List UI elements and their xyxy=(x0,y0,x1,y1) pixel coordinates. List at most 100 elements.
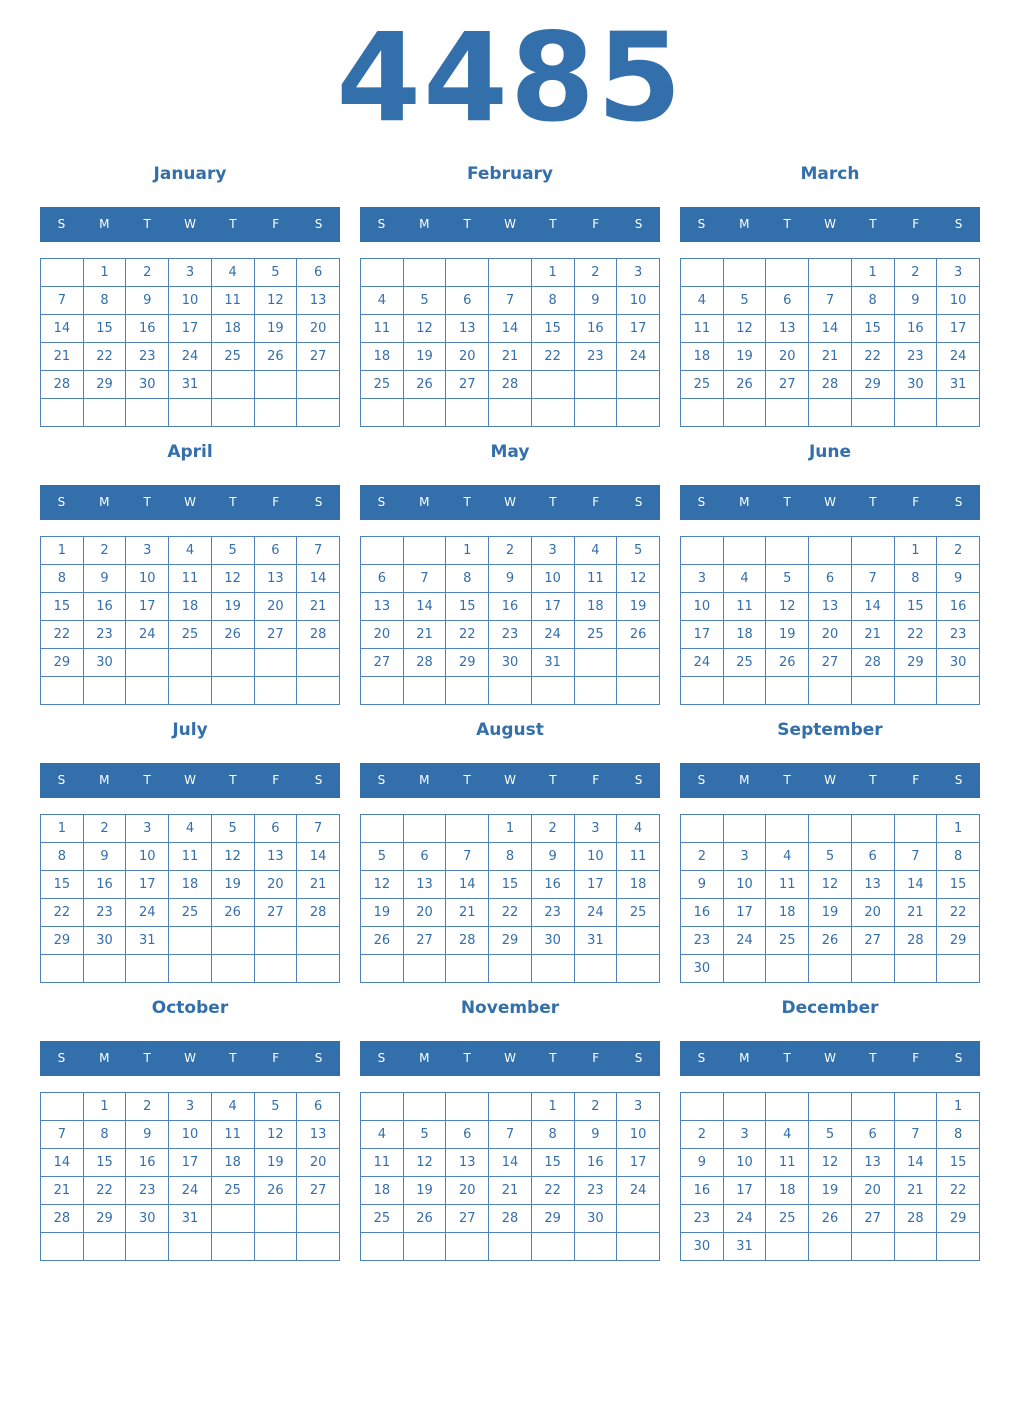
empty-cell xyxy=(402,536,447,565)
day-cell: 23 xyxy=(573,342,618,371)
day-cell: 6 xyxy=(296,258,340,287)
day-cell: 24 xyxy=(125,620,170,649)
weekday-label: T xyxy=(143,773,151,787)
empty-cell xyxy=(680,536,724,565)
day-cell: 11 xyxy=(765,1148,810,1177)
day-cell: 27 xyxy=(850,926,895,955)
day-cell: 19 xyxy=(253,1148,298,1177)
day-cell: 1 xyxy=(936,814,980,843)
day-cell: 4 xyxy=(210,258,255,287)
day-cell: 18 xyxy=(210,1148,255,1177)
week-row xyxy=(360,676,660,705)
day-cell: 22 xyxy=(40,898,84,927)
day-cell: 9 xyxy=(488,564,532,593)
day-cell: 27 xyxy=(850,1204,895,1233)
day-cell: 27 xyxy=(808,648,852,677)
empty-cell xyxy=(808,676,852,705)
weekday-label: S xyxy=(57,773,66,787)
week-row: 8 9 10 11 12 13 14 xyxy=(40,842,340,871)
week-row: 4 5 6 7 8 9 10 xyxy=(360,1120,660,1149)
day-cell: 1 xyxy=(850,258,895,287)
weekday-label: F xyxy=(592,1051,600,1065)
empty-cell xyxy=(680,814,724,843)
day-cell: 19 xyxy=(765,620,810,649)
weekday-label: T xyxy=(143,217,151,231)
weekday-label: T xyxy=(783,1051,791,1065)
weekday-label: T xyxy=(783,773,791,787)
day-cell: 29 xyxy=(893,648,938,677)
empty-cell xyxy=(808,1092,852,1121)
day-cell: 4 xyxy=(616,814,660,843)
weekday-label: S xyxy=(634,1051,643,1065)
day-cell: 15 xyxy=(893,592,938,621)
day-cell: 3 xyxy=(168,1092,212,1121)
weekday-label: F xyxy=(592,495,600,509)
day-cell: 15 xyxy=(445,592,490,621)
day-cell: 31 xyxy=(168,370,212,399)
empty-cell xyxy=(722,814,767,843)
day-cell: 14 xyxy=(40,1148,84,1177)
day-cell: 27 xyxy=(296,1176,340,1205)
day-cell: 26 xyxy=(210,620,255,649)
empty-cell xyxy=(808,1232,852,1261)
day-cell: 6 xyxy=(850,1120,895,1149)
week-row: 14 15 16 17 18 19 20 xyxy=(40,314,340,343)
day-cell: 31 xyxy=(936,370,980,399)
day-cell: 2 xyxy=(125,1092,170,1121)
weekday-label: S xyxy=(377,1051,386,1065)
empty-cell xyxy=(168,926,212,955)
day-cell: 17 xyxy=(168,314,212,343)
day-cell: 3 xyxy=(616,258,660,287)
day-cell: 22 xyxy=(936,1176,980,1205)
day-cell: 28 xyxy=(402,648,447,677)
empty-cell xyxy=(40,258,84,287)
day-cell: 18 xyxy=(722,620,767,649)
week-row: 15 16 17 18 19 20 21 xyxy=(40,870,340,899)
empty-cell xyxy=(573,1232,618,1261)
day-cell: 9 xyxy=(680,870,724,899)
day-cell: 2 xyxy=(573,258,618,287)
day-cell: 16 xyxy=(125,1148,170,1177)
weekday-label: T xyxy=(463,1051,471,1065)
day-cell: 11 xyxy=(573,564,618,593)
day-cell: 1 xyxy=(936,1092,980,1121)
weekday-label: S xyxy=(377,495,386,509)
day-cell: 5 xyxy=(808,1120,852,1149)
day-cell: 10 xyxy=(125,842,170,871)
day-cell: 30 xyxy=(680,1232,724,1261)
empty-cell xyxy=(893,398,938,427)
week-row: 15 16 17 18 19 20 21 xyxy=(40,592,340,621)
day-cell: 18 xyxy=(168,592,212,621)
empty-cell xyxy=(616,954,660,983)
day-cell: 14 xyxy=(296,842,340,871)
day-cell: 29 xyxy=(82,1204,127,1233)
weekday-label: M xyxy=(739,495,750,509)
empty-cell xyxy=(722,676,767,705)
weekday-label: W xyxy=(824,217,836,231)
day-cell: 5 xyxy=(253,1092,298,1121)
week-row: 4 5 6 7 8 9 10 xyxy=(360,286,660,315)
day-cell: 18 xyxy=(573,592,618,621)
day-cell: 27 xyxy=(296,342,340,371)
day-cell: 18 xyxy=(168,870,212,899)
week-row: 13 14 15 16 17 18 19 xyxy=(360,592,660,621)
empty-cell xyxy=(488,398,532,427)
day-cell: 14 xyxy=(850,592,895,621)
day-cell: 19 xyxy=(360,898,404,927)
empty-cell xyxy=(722,258,767,287)
empty-cell xyxy=(488,1092,532,1121)
empty-cell xyxy=(808,258,852,287)
day-cell: 22 xyxy=(936,898,980,927)
day-cell: 23 xyxy=(893,342,938,371)
empty-cell xyxy=(40,1232,84,1261)
weekday-label: M xyxy=(99,773,110,787)
empty-cell xyxy=(296,648,340,677)
day-cell: 5 xyxy=(402,1120,447,1149)
day-cell: 23 xyxy=(125,1176,170,1205)
week-row: 25 26 27 28 29 30 31 xyxy=(680,370,980,399)
day-cell: 11 xyxy=(722,592,767,621)
empty-cell xyxy=(573,370,618,399)
day-cell: 9 xyxy=(936,564,980,593)
day-cell: 19 xyxy=(402,1176,447,1205)
